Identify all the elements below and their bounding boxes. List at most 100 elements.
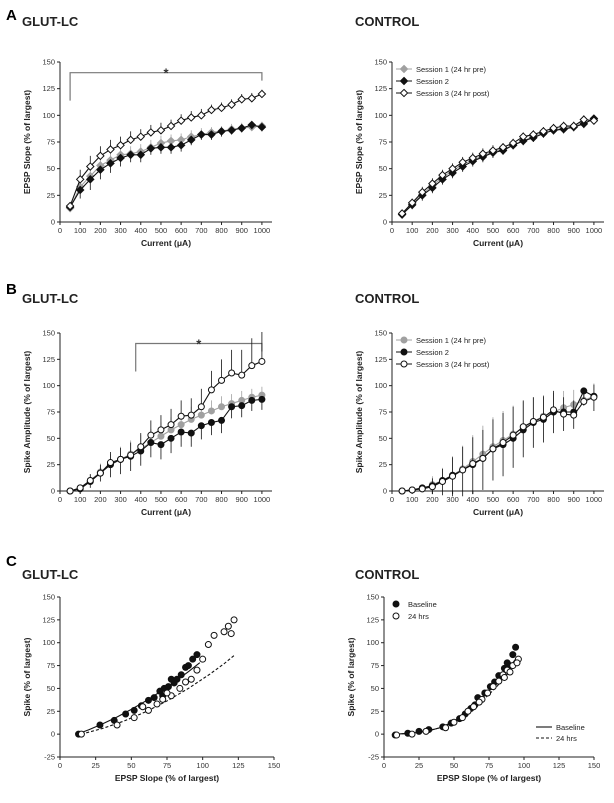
x-tick-label: 0: [58, 761, 62, 770]
data-point: [458, 714, 466, 722]
x-axis-label: Current (μA): [473, 507, 523, 517]
x-tick-label: 400: [467, 226, 480, 235]
data-point: [489, 445, 497, 453]
y-tick-label: 150: [374, 58, 387, 67]
y-tick-label: 75: [379, 408, 387, 417]
data-point: [458, 157, 467, 167]
chart-A-glut: GLUT-LC 0 25 50 75 100 125 150 0 100 200 300 400 500 6…: [22, 14, 272, 248]
data-point: [157, 426, 165, 434]
data-point: [237, 123, 247, 133]
y-tick-label: 50: [379, 434, 387, 443]
data-point: [258, 357, 266, 365]
data-point: [187, 411, 195, 419]
data-point: [218, 376, 226, 384]
series-0: [398, 383, 598, 495]
y-tick-label: 75: [379, 138, 387, 147]
x-tick-label: 100: [406, 226, 419, 235]
data-point: [513, 659, 521, 667]
y-tick-label: 50: [47, 164, 55, 173]
data-point: [449, 472, 457, 480]
legend-label: Session 3 (24 hr post): [416, 89, 490, 98]
x-tick-label: 0: [58, 226, 62, 235]
series-line: [69, 93, 263, 207]
x-tick-label: 150: [268, 761, 281, 770]
y-tick-label: 50: [47, 434, 55, 443]
x-tick-label: 900: [567, 495, 580, 504]
x-tick-label: 0: [390, 226, 394, 235]
x-tick-label: 1000: [254, 226, 271, 235]
x-tick-label: 600: [175, 495, 188, 504]
data-point: [166, 143, 176, 152]
data-point: [207, 419, 215, 427]
data-point: [422, 727, 430, 735]
data-point: [177, 428, 185, 436]
data-point: [512, 643, 520, 651]
x-tick-label: 100: [74, 226, 87, 235]
y-tick-label: 150: [42, 329, 55, 338]
y-tick-label: 25: [47, 707, 55, 716]
y-tick-label: 150: [366, 593, 379, 602]
y-axis-label: Spike Amplitude (% of largest): [22, 351, 32, 474]
data-point: [126, 135, 135, 145]
data-point: [96, 165, 105, 175]
data-point: [428, 483, 436, 491]
x-tick-label: 900: [235, 226, 248, 235]
data-point: [237, 95, 247, 104]
chart-A-ctrl: CONTROL 0 25 50 75 100 125 150 0 100 200 300 400 500 6…: [354, 14, 604, 248]
data-point: [398, 487, 406, 495]
data-point: [156, 143, 166, 152]
data-point: [116, 140, 125, 150]
data-point: [96, 151, 105, 161]
data-point: [499, 439, 507, 447]
data-point: [217, 127, 226, 136]
data-point: [228, 403, 236, 411]
data-point: [197, 111, 206, 120]
x-tick-label: 500: [155, 226, 168, 235]
data-point: [157, 432, 165, 440]
data-point: [153, 700, 161, 708]
data-point: [75, 175, 85, 184]
data-point: [495, 677, 503, 685]
data-point: [590, 393, 598, 401]
data-point: [508, 138, 518, 148]
x-tick-label: 25: [415, 761, 423, 770]
y-tick-label: 75: [47, 408, 55, 417]
data-point: [488, 146, 498, 155]
data-point: [248, 396, 256, 404]
x-tick-label: 500: [487, 226, 500, 235]
x-axis-label: Current (μA): [141, 507, 191, 517]
y-tick-label: -25: [368, 753, 379, 762]
data-point: [167, 434, 175, 442]
data-point: [448, 164, 457, 173]
chart-title: CONTROL: [355, 567, 419, 582]
x-axis-label: Current (μA): [473, 238, 523, 248]
x-tick-label: 0: [390, 495, 394, 504]
data-point: [230, 616, 238, 624]
fit-legend-label: Baseline: [556, 723, 585, 732]
x-axis-label: Current (μA): [141, 238, 191, 248]
data-point: [224, 622, 232, 630]
x-tick-label: 200: [426, 495, 439, 504]
data-point: [469, 460, 477, 468]
data-point: [589, 116, 599, 125]
series-0: [397, 115, 599, 219]
data-point: [218, 416, 226, 424]
data-point: [150, 694, 158, 702]
x-tick-label: 600: [507, 495, 520, 504]
data-point: [529, 417, 537, 425]
legend-swatch-marker: [392, 600, 400, 608]
data-point: [539, 127, 548, 136]
x-tick-label: 400: [135, 226, 148, 235]
y-tick-label: 0: [383, 218, 387, 227]
data-point: [167, 421, 175, 429]
y-tick-label: 25: [371, 707, 379, 716]
y-tick-label: 100: [42, 111, 55, 120]
data-point: [76, 484, 84, 492]
x-tick-label: 500: [155, 495, 168, 504]
data-point: [136, 150, 146, 160]
data-point: [197, 403, 205, 411]
x-tick-label: 100: [406, 495, 419, 504]
data-point: [144, 706, 152, 714]
data-point: [177, 421, 185, 429]
x-tick-label: 800: [215, 226, 228, 235]
